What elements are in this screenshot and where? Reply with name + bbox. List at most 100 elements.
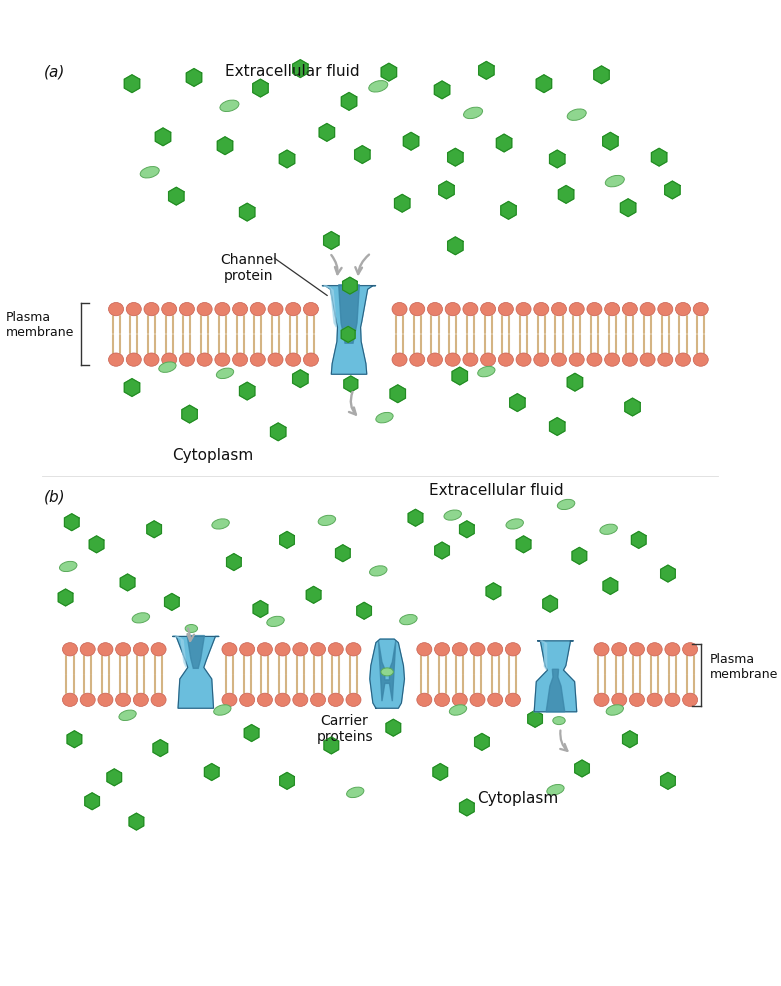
- Polygon shape: [280, 531, 294, 549]
- Polygon shape: [572, 548, 587, 565]
- Ellipse shape: [600, 525, 617, 534]
- Polygon shape: [651, 149, 667, 167]
- Polygon shape: [253, 601, 268, 618]
- Ellipse shape: [604, 303, 619, 317]
- Polygon shape: [575, 760, 590, 777]
- Ellipse shape: [604, 354, 619, 367]
- Ellipse shape: [622, 303, 637, 317]
- Polygon shape: [439, 182, 455, 199]
- Polygon shape: [661, 566, 676, 583]
- Polygon shape: [475, 734, 489, 750]
- Polygon shape: [67, 731, 82, 747]
- Ellipse shape: [328, 693, 344, 707]
- Polygon shape: [357, 602, 372, 619]
- Ellipse shape: [109, 303, 123, 317]
- Polygon shape: [339, 286, 359, 344]
- Ellipse shape: [567, 109, 587, 121]
- Polygon shape: [501, 202, 516, 220]
- Ellipse shape: [444, 511, 462, 521]
- Ellipse shape: [694, 354, 708, 367]
- Ellipse shape: [558, 500, 575, 510]
- Polygon shape: [107, 769, 122, 786]
- Ellipse shape: [551, 354, 566, 367]
- Polygon shape: [59, 590, 73, 606]
- Polygon shape: [173, 637, 219, 709]
- Ellipse shape: [151, 693, 166, 707]
- Polygon shape: [341, 94, 357, 111]
- Polygon shape: [543, 596, 558, 612]
- Ellipse shape: [449, 705, 467, 716]
- Polygon shape: [65, 515, 79, 531]
- Ellipse shape: [240, 643, 255, 657]
- Polygon shape: [240, 204, 255, 222]
- Ellipse shape: [116, 693, 130, 707]
- Polygon shape: [336, 545, 350, 562]
- Polygon shape: [226, 554, 241, 571]
- Polygon shape: [244, 725, 259, 741]
- Ellipse shape: [268, 303, 283, 317]
- Ellipse shape: [215, 303, 230, 317]
- Polygon shape: [603, 133, 618, 151]
- Polygon shape: [324, 286, 337, 328]
- Polygon shape: [516, 536, 531, 553]
- Ellipse shape: [665, 643, 680, 657]
- Ellipse shape: [62, 693, 77, 707]
- Polygon shape: [280, 773, 294, 790]
- Polygon shape: [459, 800, 474, 816]
- Ellipse shape: [505, 643, 520, 657]
- Ellipse shape: [587, 354, 602, 367]
- Polygon shape: [603, 578, 618, 595]
- Ellipse shape: [268, 354, 283, 367]
- Polygon shape: [534, 641, 576, 712]
- Ellipse shape: [250, 303, 266, 317]
- Polygon shape: [293, 61, 308, 78]
- Ellipse shape: [303, 354, 319, 367]
- Ellipse shape: [286, 354, 301, 367]
- Polygon shape: [155, 129, 171, 147]
- Polygon shape: [433, 764, 448, 781]
- Ellipse shape: [220, 101, 239, 112]
- Ellipse shape: [98, 693, 113, 707]
- Polygon shape: [550, 151, 565, 169]
- Ellipse shape: [676, 354, 690, 367]
- Ellipse shape: [162, 303, 177, 317]
- Ellipse shape: [658, 354, 673, 367]
- Ellipse shape: [587, 303, 602, 317]
- Polygon shape: [355, 147, 370, 165]
- Ellipse shape: [59, 562, 77, 572]
- Ellipse shape: [293, 693, 308, 707]
- Ellipse shape: [392, 303, 407, 317]
- Polygon shape: [394, 195, 410, 213]
- Polygon shape: [558, 186, 574, 204]
- Ellipse shape: [640, 303, 655, 317]
- Polygon shape: [625, 398, 640, 416]
- Ellipse shape: [240, 693, 255, 707]
- Ellipse shape: [569, 303, 584, 317]
- Ellipse shape: [612, 693, 627, 707]
- Ellipse shape: [487, 643, 503, 657]
- Polygon shape: [381, 64, 397, 82]
- Polygon shape: [182, 406, 198, 424]
- Ellipse shape: [594, 693, 609, 707]
- Polygon shape: [486, 584, 501, 600]
- Ellipse shape: [197, 354, 212, 367]
- Ellipse shape: [410, 354, 425, 367]
- Polygon shape: [124, 76, 140, 94]
- Ellipse shape: [410, 303, 425, 317]
- Ellipse shape: [470, 643, 485, 657]
- Ellipse shape: [480, 303, 496, 317]
- Ellipse shape: [434, 643, 450, 657]
- Ellipse shape: [658, 303, 673, 317]
- Ellipse shape: [258, 693, 273, 707]
- Ellipse shape: [478, 367, 495, 378]
- Ellipse shape: [400, 615, 417, 625]
- Ellipse shape: [452, 643, 467, 657]
- Text: Cytoplasm: Cytoplasm: [172, 448, 253, 462]
- Polygon shape: [661, 773, 676, 790]
- Polygon shape: [665, 182, 680, 199]
- Ellipse shape: [381, 669, 394, 676]
- Polygon shape: [147, 522, 162, 538]
- Ellipse shape: [445, 303, 460, 317]
- Ellipse shape: [180, 303, 194, 317]
- Ellipse shape: [434, 693, 450, 707]
